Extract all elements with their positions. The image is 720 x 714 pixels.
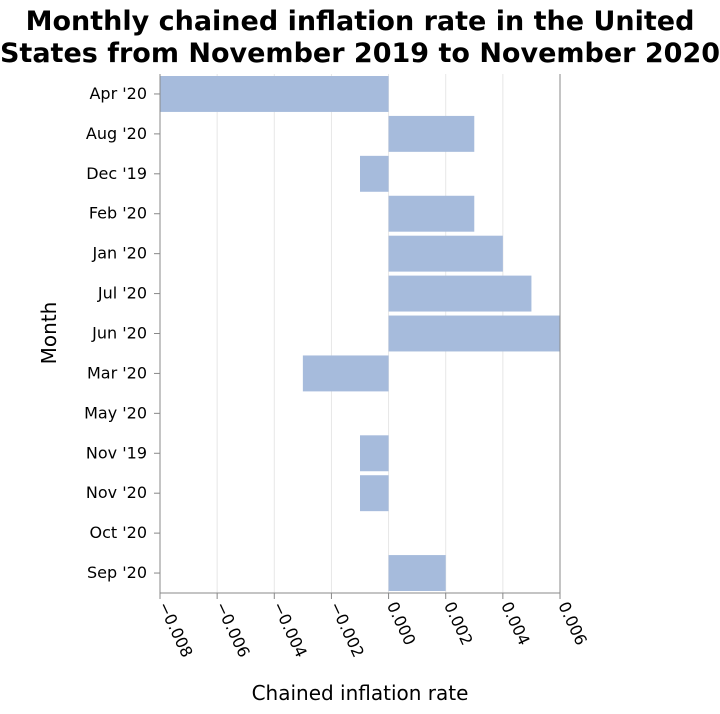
x-tick-label: −0.002: [326, 599, 368, 661]
bar: [360, 475, 389, 512]
y-axis-title: Month: [37, 302, 61, 365]
y-tick-label: Feb '20: [89, 204, 147, 223]
bar: [388, 315, 560, 352]
y-tick-label: Jun '20: [91, 324, 147, 343]
chart-title-line-2: States from November 2019 to November 20…: [0, 38, 720, 69]
x-tick-label: −0.006: [212, 599, 254, 661]
bar: [360, 435, 389, 472]
bars: [160, 76, 560, 591]
y-tick-label: Aug '20: [86, 124, 147, 143]
chart-title: Monthly chained inflation rate in the Un…: [0, 6, 720, 69]
x-axis-title: Chained inflation rate: [252, 681, 469, 705]
y-tick-label: Nov '20: [86, 483, 147, 502]
bar: [388, 275, 532, 312]
bar: [360, 155, 389, 192]
y-tick-label: Mar '20: [87, 363, 147, 382]
y-tick-label: Apr '20: [89, 84, 147, 103]
x-tick-label: −0.008: [154, 599, 196, 661]
y-tick-label: May '20: [84, 403, 147, 422]
x-tick-label: 0.006: [554, 599, 591, 649]
bar: [388, 195, 475, 232]
y-tick-label: Jan '20: [91, 244, 147, 263]
x-tick-labels: −0.008 −0.006 −0.004 −0.002 0.000 0.002 0.004 0…: [154, 599, 591, 661]
x-tick-label: 0.002: [440, 599, 477, 649]
bar: [388, 555, 446, 591]
y-tick-labels: Apr '20 Aug '20 Dec '19 Feb '20 Jan '20 Jul '…: [84, 84, 147, 582]
bar: [388, 115, 475, 152]
x-tick-label: 0.000: [383, 599, 420, 649]
bar: [160, 76, 389, 112]
x-tick-label: 0.004: [497, 599, 534, 649]
y-tick-label: Jul '20: [97, 284, 147, 303]
y-tick-label: Nov '19: [86, 443, 147, 462]
x-tick-label: −0.004: [269, 599, 311, 661]
axes: [154, 74, 561, 599]
chart-title-line-1: Monthly chained inflation rate in the Un…: [26, 6, 695, 37]
bar: [388, 235, 503, 272]
y-tick-label: Oct '20: [89, 523, 147, 542]
bar: [302, 355, 389, 392]
y-tick-label: Dec '19: [86, 164, 147, 183]
y-tick-label: Sep '20: [87, 563, 147, 582]
